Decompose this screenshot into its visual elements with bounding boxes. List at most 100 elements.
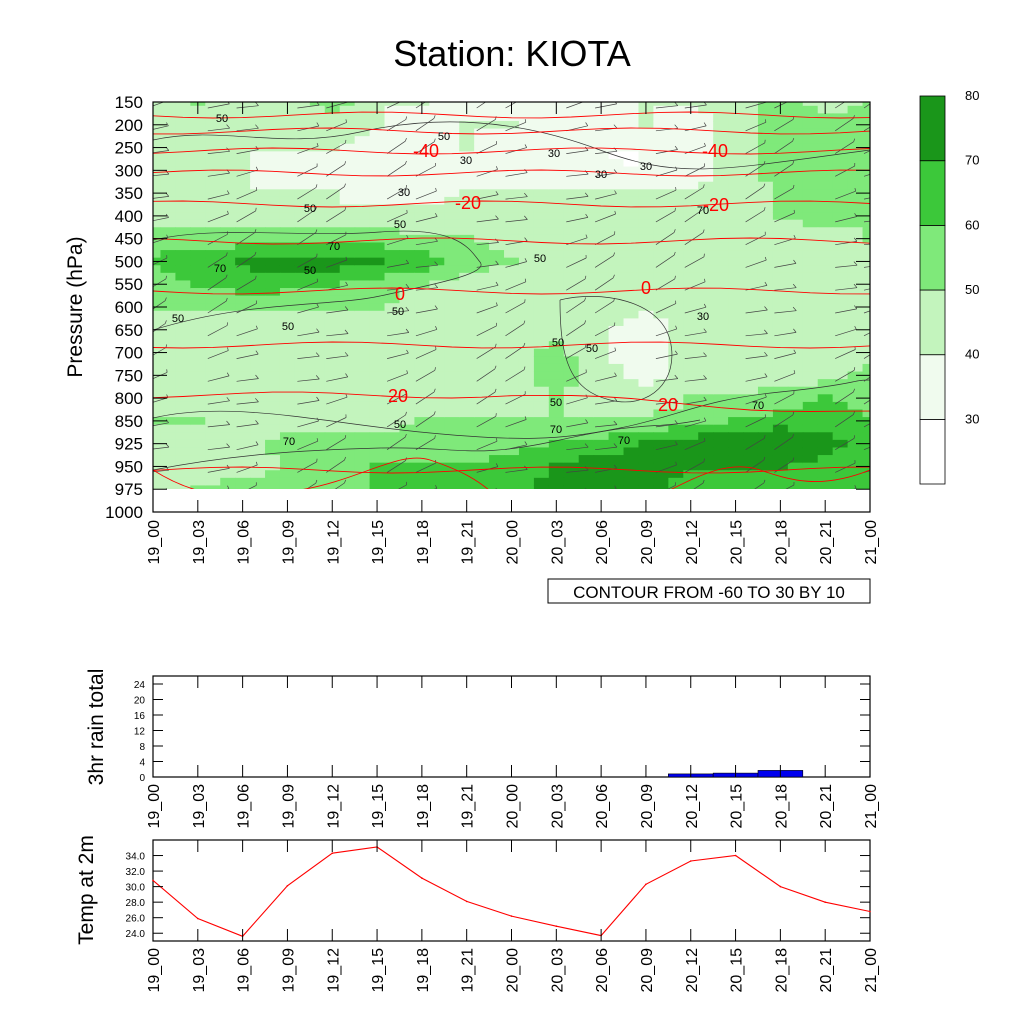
wind-barb [655,441,678,451]
humidity-cell [489,151,505,160]
humidity-cell [817,371,834,380]
humidity-cell [279,485,296,489]
humidity-cell [369,189,386,198]
wind-barb [207,210,229,223]
wind-barb [387,328,410,337]
humidity-cell [683,166,699,175]
humidity-cell [518,242,535,251]
humidity-cell [459,455,475,464]
humidity-cell [369,158,386,168]
humidity-cell [399,401,416,411]
humidity-cell [623,250,640,259]
humidity-cell [235,120,251,130]
time-tick-label: 19_21 [460,784,477,829]
wind-barb [476,413,497,428]
humidity-cell [160,189,177,198]
humidity-cell [683,310,699,319]
wind-barb [297,438,319,451]
humidity-cell [623,189,640,198]
humidity-cell [309,462,326,471]
wind-barb [835,162,856,177]
humidity-cell [593,227,610,236]
humidity-cell [160,128,177,137]
humidity-cell [832,257,849,266]
humidity-cell [817,394,834,403]
humidity-cell [235,257,251,266]
humidity-cell [653,136,669,145]
humidity-cell [817,485,834,489]
humidity-cell [399,113,416,122]
humidity-cell [504,356,520,365]
humidity-cell [459,386,475,395]
humidity-cell [817,424,834,433]
humidity-cell [593,401,610,411]
humidity-cell [309,250,326,259]
humidity-cell [638,439,655,449]
humidity-cell [847,120,864,130]
humidity-contour-label: 50 [534,253,546,265]
temperature-contour-label: 0 [395,284,405,304]
humidity-cell [489,174,505,183]
humidity-cell [459,91,475,99]
humidity-cell [728,234,744,244]
humidity-cell [787,219,804,228]
humidity-cell [623,356,640,365]
wind-barb [655,275,676,291]
humidity-cell [384,295,401,304]
humidity-cell [772,485,789,489]
humidity-cell [623,102,640,107]
humidity-cell [623,401,640,411]
humidity-cell [743,295,759,304]
humidity-cell [757,280,774,289]
humidity-cell [294,166,311,175]
humidity-cell [474,212,490,221]
humidity-cell [877,98,893,106]
wind-barb [595,420,618,428]
humidity-cell [578,401,595,411]
humidity-cell [713,295,729,304]
humidity-cell [429,265,445,274]
wind-barb [684,352,707,359]
wind-barb [505,441,528,451]
humidity-cell [728,272,744,282]
humidity-cell [757,151,774,160]
humidity-cell [324,363,341,373]
humidity-cell [265,102,281,107]
humidity-cell [787,401,804,411]
humidity-cell [638,158,655,168]
humidity-cell [609,493,625,501]
humidity-cell [384,470,401,479]
humidity-cell [279,455,296,464]
humidity-cell [548,470,565,479]
humidity-cell [802,310,819,319]
humidity-cell [713,120,729,130]
humidity-cell [265,174,281,183]
humidity-cell [638,462,655,471]
humidity-cell [772,348,789,357]
humidity-cell [548,394,565,403]
humidity-cell [429,356,445,365]
humidity-cell [175,288,191,297]
humidity-cell [608,128,625,137]
humidity-cell [757,455,774,464]
time-tick-label: 20_03 [549,520,566,565]
humidity-cell [533,356,550,365]
pressure-tick-label: 300 [115,161,143,180]
humidity-cell [265,120,281,130]
wind-barb [297,328,320,337]
humidity-cell [683,318,699,327]
humidity-cell [832,310,849,319]
humidity-cell [235,318,251,327]
wind-barb [297,142,319,154]
humidity-cell [578,348,595,357]
humidity-cell [847,455,864,464]
humidity-cell [414,143,430,152]
humidity-cell [533,158,550,168]
temperature-contour-line [153,341,870,349]
humidity-cell [504,424,520,433]
humidity-contour-label: 70 [618,435,630,447]
humidity-cell [847,151,864,160]
humidity-cell [593,356,610,365]
humidity-cell [354,363,371,373]
humidity-cell [578,424,595,433]
